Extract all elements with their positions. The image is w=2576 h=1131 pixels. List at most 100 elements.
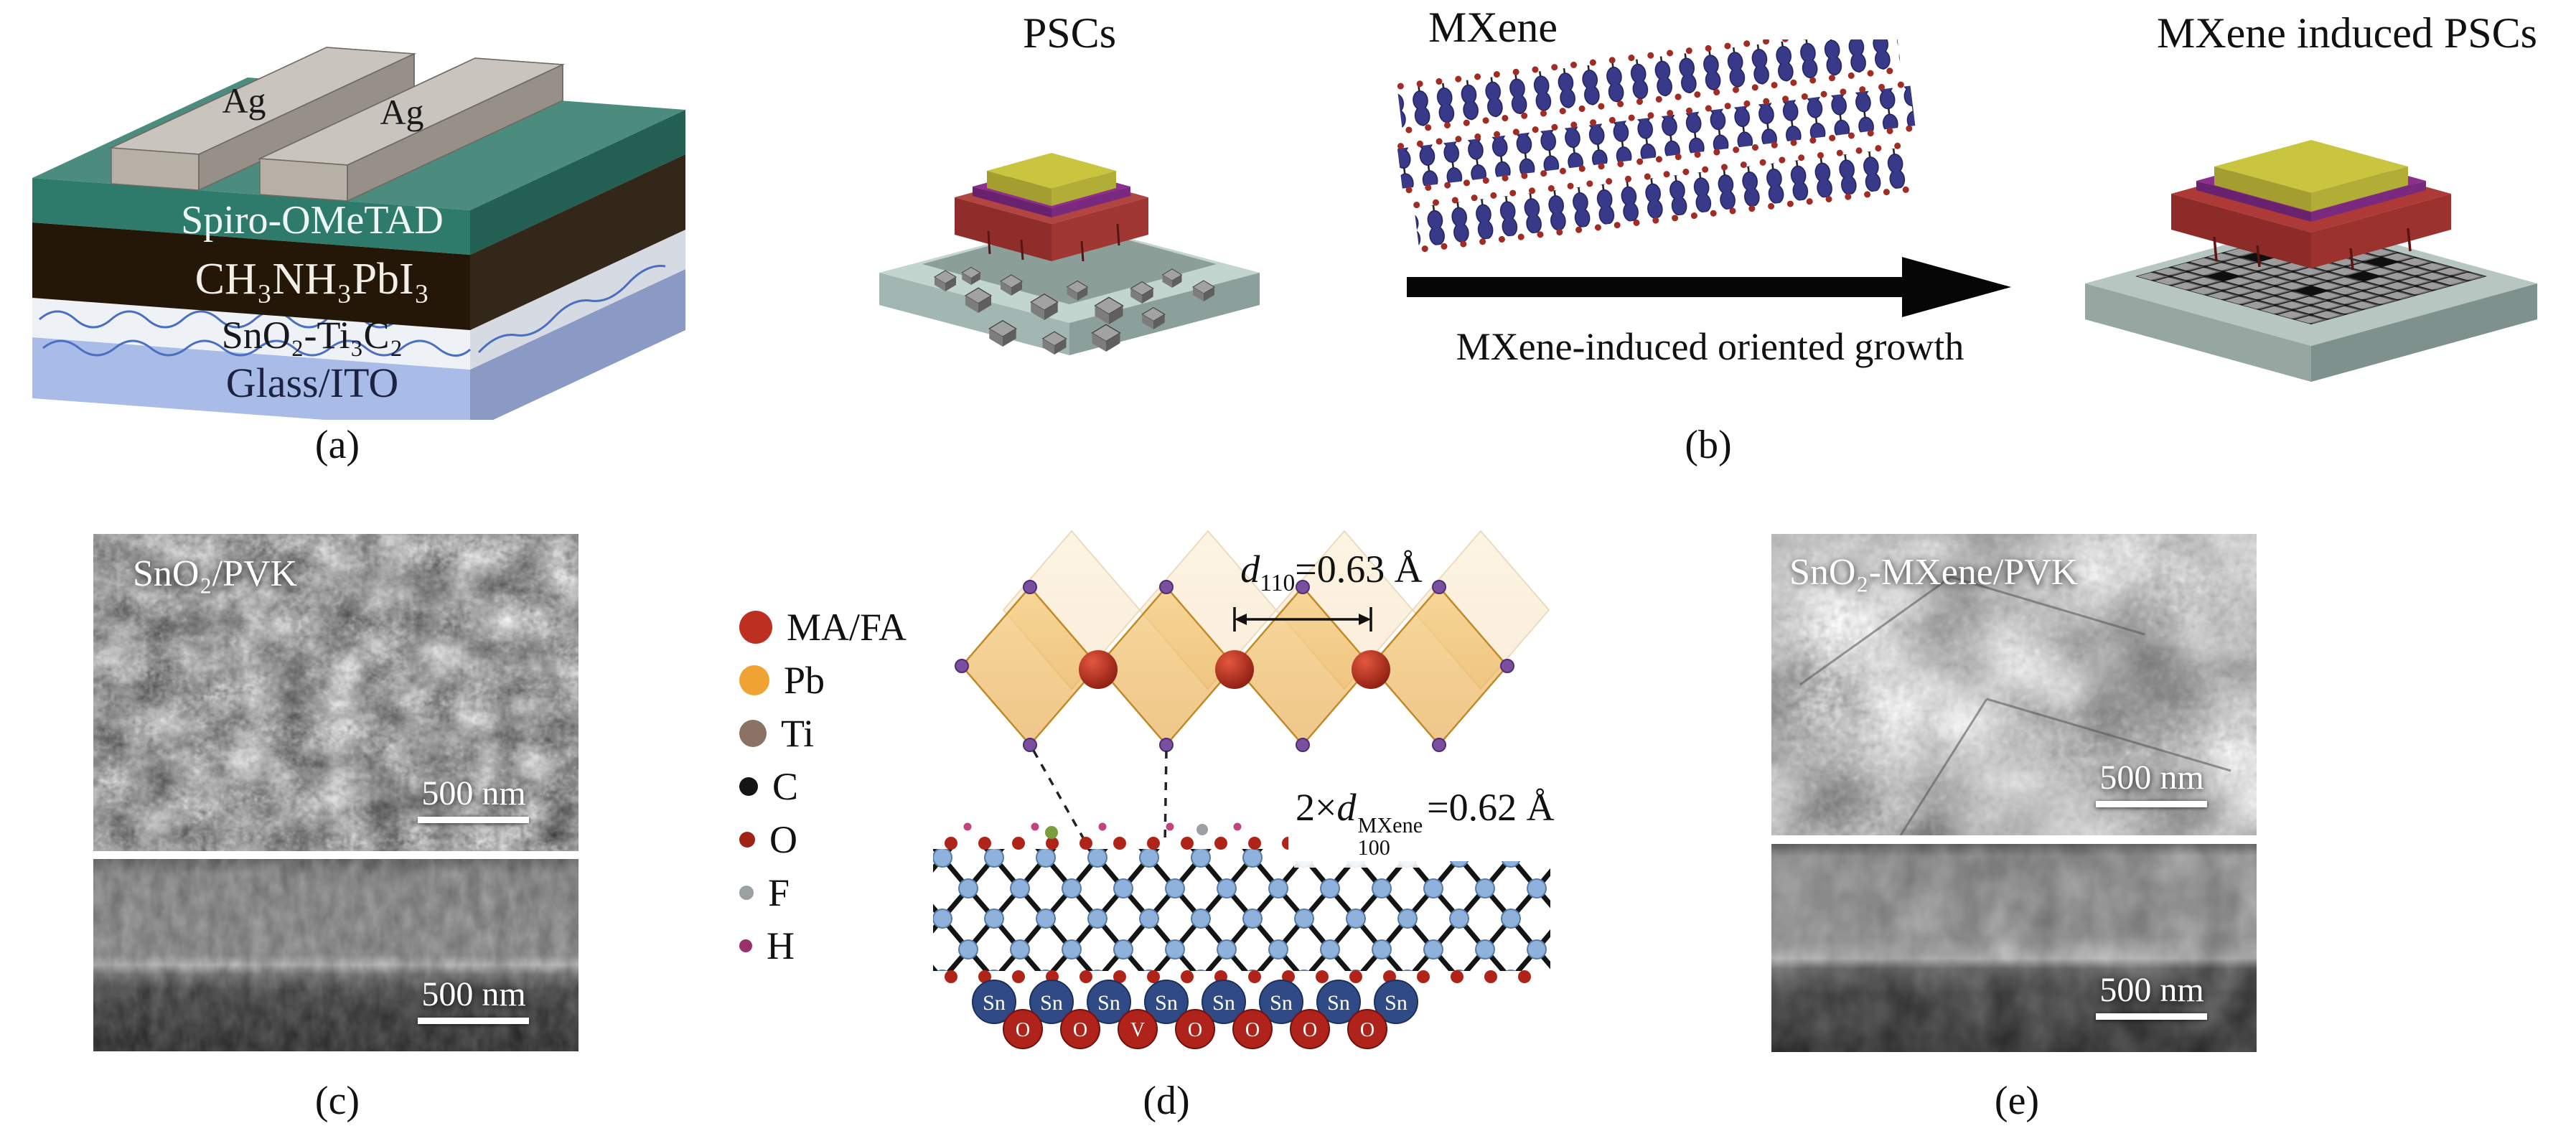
o-row — [1003, 1009, 1387, 1049]
oriented-grain-grid — [2135, 228, 2487, 324]
d-value: =0.62 Å — [1427, 786, 1555, 829]
d-sub: 110 — [1260, 569, 1296, 596]
legend-label: H — [767, 924, 795, 967]
legend-swatch — [739, 611, 772, 644]
sem-cross-section-image — [1771, 844, 2257, 1052]
svg-text:Sn: Sn — [1327, 991, 1350, 1015]
legend-item: H — [739, 924, 907, 967]
d-prefix: 2× — [1296, 786, 1337, 829]
mxene-sheet — [1397, 39, 1901, 133]
mxene-sheet — [1397, 80, 1916, 194]
sem-cross-section-image — [93, 859, 579, 1051]
sn-row — [972, 980, 1418, 1024]
legend-label: MA/FA — [787, 606, 907, 649]
mxene-structure — [1397, 39, 1916, 253]
panel-label-b: (b) — [1685, 423, 1732, 467]
legend-item: MA/FA — [739, 606, 907, 649]
scalebar — [2096, 801, 2207, 807]
sem-panel-e: SnO₂-MXene/PVK 500 nm 500 nm — [1771, 534, 2257, 1052]
scalebar-text: 500 nm — [2099, 759, 2204, 797]
svg-text:O: O — [1016, 1019, 1030, 1041]
panel-label-a: (a) — [314, 423, 360, 467]
legend-label: O — [769, 818, 797, 861]
svg-text:O: O — [1303, 1019, 1317, 1041]
mxene-sheet — [1413, 141, 1914, 253]
arrow-caption: MXene-induced oriented growth — [1456, 325, 1964, 368]
legend-swatch — [739, 886, 754, 900]
d110-arrow — [1233, 607, 1372, 632]
sem-panel-c: SnO₂/PVK 500 nm 500 nm — [93, 534, 579, 1051]
svg-text:Sn: Sn — [983, 991, 1006, 1015]
interface-structure: Sn Sn Sn Sn Sn Sn Sn Sn O O V O O O O — [933, 530, 1553, 1049]
d-symbol: d — [1240, 548, 1260, 591]
grain-boundaries — [1799, 576, 2231, 835]
electrode-slab — [2214, 140, 2408, 212]
legend-swatch — [739, 720, 767, 747]
process-arrow — [1407, 257, 2011, 317]
mxene-title: MXene — [1428, 4, 1558, 51]
scalebar-text: 500 nm — [421, 774, 526, 812]
d-sup: MXene — [1357, 812, 1423, 837]
svg-text:V: V — [1130, 1019, 1145, 1041]
mxene-psc-illustration — [2085, 140, 2537, 382]
scalebar-text: 500 nm — [2099, 971, 2204, 1009]
layer-label-spiro: Spiro-OMeTAD — [181, 198, 444, 243]
psc-title: PSCs — [1022, 9, 1117, 57]
scalebar — [418, 1018, 529, 1024]
electrode-label-right: Ag — [380, 92, 423, 132]
panel-label-c: (c) — [314, 1079, 360, 1123]
sample-label: SnO₂/PVK — [133, 553, 298, 594]
legend-item: O — [739, 818, 907, 861]
legend-item: C — [739, 765, 907, 808]
layer-label-perovskite: CH₃NH₃PbI₃ — [195, 255, 430, 304]
d-sub: 100 — [1357, 835, 1390, 860]
layer-perovskite — [32, 154, 685, 330]
scalebar — [2096, 1013, 2207, 1020]
legend-label: F — [768, 871, 790, 914]
svg-text:O: O — [1073, 1019, 1087, 1041]
svg-text:Sn: Sn — [1155, 991, 1178, 1015]
perovskite-octahedra — [960, 586, 1509, 746]
legend-item: Pb — [739, 659, 907, 702]
svg-text:O: O — [1188, 1019, 1202, 1041]
electrode-slab — [987, 153, 1116, 206]
d-symbol: d — [1336, 786, 1357, 829]
sem-surface-image — [93, 534, 579, 851]
mxene-sheets — [1397, 39, 1916, 253]
d110-annotation: d110=0.63 Å — [1213, 547, 1450, 597]
svg-text:Sn: Sn — [1385, 991, 1408, 1015]
mxene-slab — [933, 849, 1550, 971]
svg-text:Sn: Sn — [1212, 991, 1235, 1015]
legend-swatch — [739, 832, 755, 848]
svg-text:Sn: Sn — [1040, 991, 1063, 1015]
psc-illustration — [879, 153, 1260, 355]
legend-item: Ti — [739, 712, 907, 755]
mafa-cations — [1079, 650, 1390, 689]
legend: MA/FA Pb Ti C O F H — [739, 606, 907, 967]
sample-label: SnO₂-MXene/PVK — [1789, 552, 2079, 593]
device-schematic: Glass/ITO SnO₂-Ti₃C₂ CH₃NH₃PbI₃ Spiro-OM… — [32, 47, 685, 420]
panel-label-d: (d) — [1143, 1079, 1190, 1123]
layer-label-glass: Glass/ITO — [226, 360, 399, 406]
svg-text:O: O — [1360, 1019, 1374, 1041]
device-stack: Glass/ITO SnO₂-Ti₃C₂ CH₃NH₃PbI₃ Spiro-OM… — [32, 47, 685, 420]
legend-label: Pb — [784, 659, 825, 702]
svg-text:O: O — [1245, 1019, 1260, 1041]
sem-surface-image — [1771, 534, 2257, 835]
svg-text:Sn: Sn — [1097, 991, 1120, 1015]
legend-swatch — [739, 665, 769, 695]
electrode-label-left: Ag — [222, 80, 266, 121]
legend-label: C — [772, 765, 799, 808]
legend-swatch — [739, 777, 758, 796]
sn-labels: Sn Sn Sn Sn Sn Sn Sn Sn — [983, 991, 1408, 1015]
d-value: =0.63 Å — [1295, 548, 1423, 591]
svg-text:Sn: Sn — [1270, 991, 1293, 1015]
layer-glass — [32, 269, 685, 420]
scalebar — [418, 817, 529, 823]
legend-item: F — [739, 871, 907, 914]
d100-annotation: 2×d MXene 100 =0.62 Å — [1288, 784, 1562, 862]
legend-swatch — [739, 939, 752, 952]
mxene-psc-title: MXene induced PSCs — [2157, 9, 2537, 57]
interface-bonds — [1032, 750, 1168, 846]
